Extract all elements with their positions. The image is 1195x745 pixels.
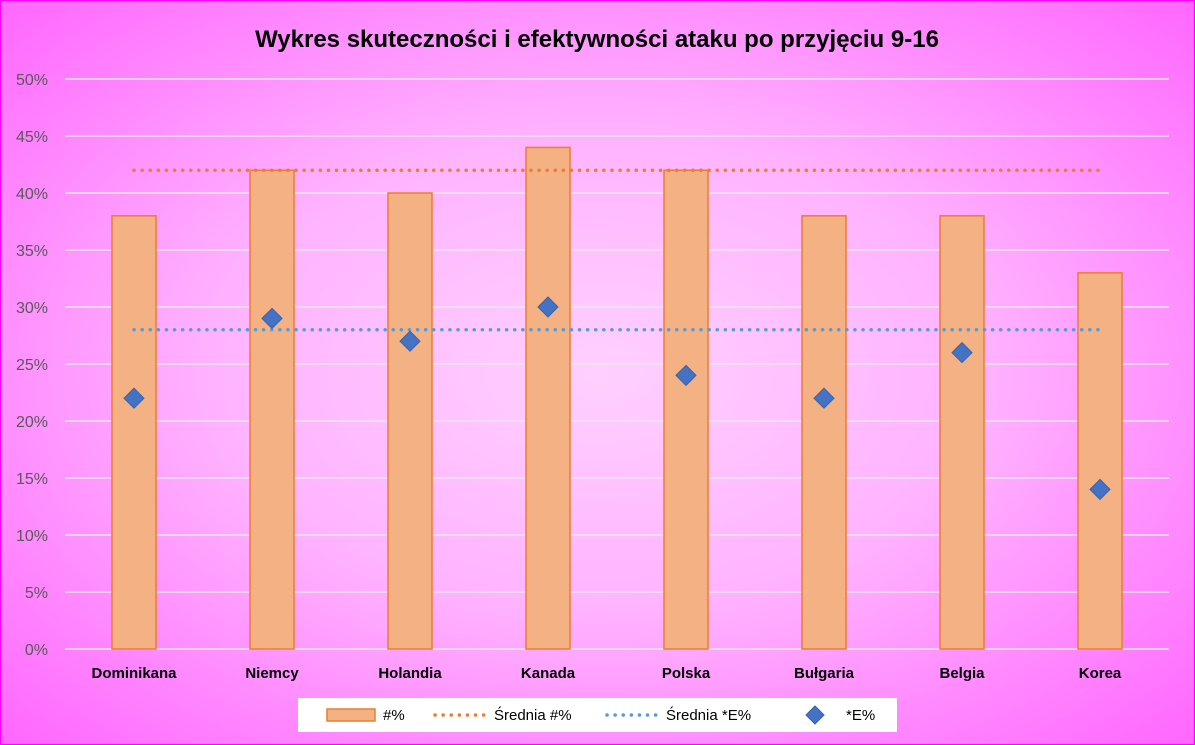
chart-title: Wykres skuteczności i efektywności ataku…: [255, 26, 939, 53]
x-tick-label: Polska: [662, 665, 711, 682]
x-tick-label: Holandia: [378, 665, 442, 682]
diamond-point: [675, 364, 697, 387]
bar: [249, 169, 295, 650]
bar: [387, 192, 433, 650]
diamond-point: [1089, 478, 1111, 501]
y-tick-label: 5%: [25, 585, 48, 602]
y-tick-label: 15%: [16, 471, 48, 488]
bar: [663, 169, 709, 650]
x-tick-label: Dominikana: [91, 665, 177, 682]
average-lines: [132, 168, 1102, 332]
legend-box: [298, 698, 897, 732]
bar: [525, 146, 571, 650]
diamond-point: [399, 330, 421, 352]
diamond-series: [123, 296, 1111, 501]
legend-label: Średnia #%: [494, 706, 572, 724]
diamond-point: [813, 387, 835, 409]
x-tick-label: Niemcy: [245, 665, 299, 682]
y-tick-label: 25%: [16, 357, 48, 374]
gridlines: [65, 78, 1169, 650]
y-axis-ticks: 0% 5% 10% 15% 20% 25% 30% 35% 40% 45% 50%: [16, 72, 48, 659]
legend: #% Średnia #% Średnia *E% *E%: [298, 698, 897, 732]
legend-label: *E%: [846, 707, 875, 724]
x-tick-label: Kanada: [521, 665, 576, 682]
bar-series: [111, 146, 1123, 650]
bar: [939, 215, 985, 650]
y-tick-label: 20%: [16, 414, 48, 431]
legend-swatch-diamond: [805, 705, 825, 725]
x-axis-ticks: Dominikana Niemcy Holandia Kanada Polska Bułg…: [91, 665, 1121, 682]
x-tick-label: Korea: [1079, 665, 1122, 682]
diamond-point: [261, 307, 283, 330]
y-tick-label: 10%: [16, 528, 48, 545]
legend-label: Średnia *E%: [666, 706, 751, 724]
diamond-point: [123, 387, 145, 409]
y-tick-label: 50%: [16, 72, 48, 89]
bar: [801, 215, 847, 650]
y-tick-label: 35%: [16, 243, 48, 260]
legend-label: #%: [383, 707, 405, 724]
y-tick-label: 40%: [16, 186, 48, 203]
x-tick-label: Bułgaria: [794, 665, 855, 682]
y-tick-label: 0%: [25, 642, 48, 659]
diamond-point: [951, 341, 973, 364]
legend-swatch-bar: [326, 708, 376, 722]
bar: [111, 215, 157, 650]
x-tick-label: Belgia: [939, 665, 985, 682]
diamond-point: [537, 296, 559, 318]
bar: [1077, 272, 1123, 650]
y-tick-label: 30%: [16, 300, 48, 317]
y-tick-label: 45%: [16, 129, 48, 146]
